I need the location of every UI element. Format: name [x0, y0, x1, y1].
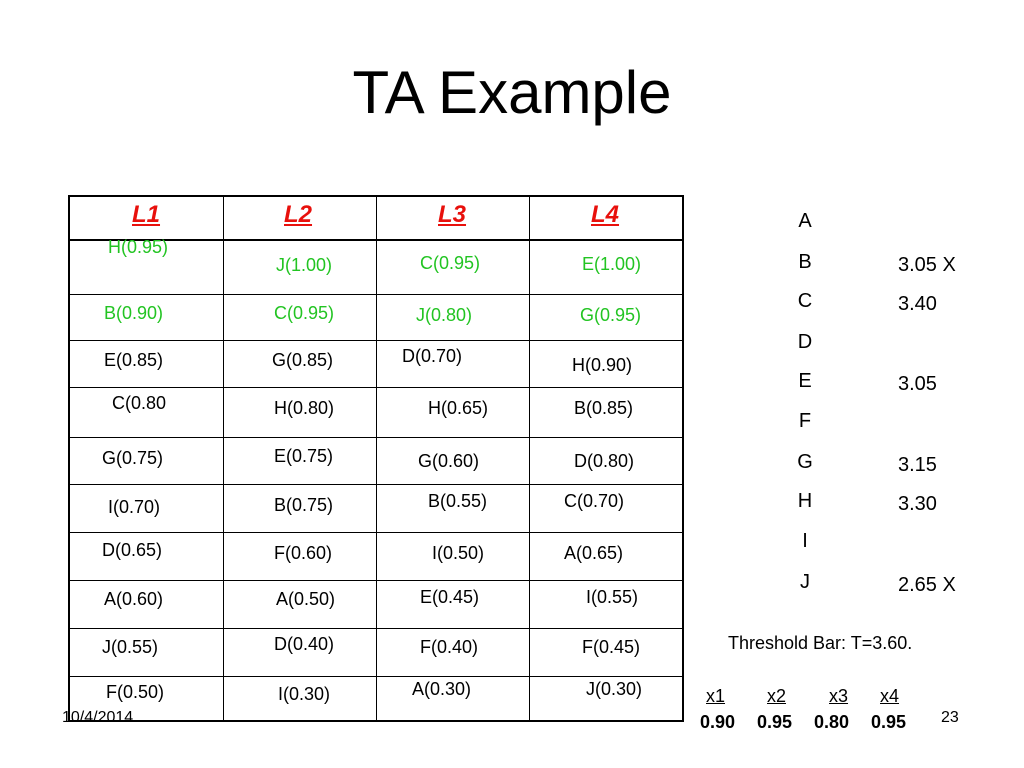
table-cell: A(0.60) [104, 589, 164, 609]
object-letter: H [797, 490, 813, 512]
table-column-divider [529, 197, 530, 720]
table-cell: J(0.80) [416, 305, 473, 325]
table-cell: D(0.40) [274, 634, 335, 654]
table-cell: J(0.55) [102, 637, 159, 657]
table-row-divider [70, 387, 682, 388]
table-cell: F(0.45) [582, 637, 641, 657]
table-cell: J(0.30) [586, 679, 643, 699]
table-cell: D(0.65) [102, 540, 163, 560]
table-cell: H(0.65) [428, 398, 489, 418]
table-cell: B(0.55) [428, 491, 488, 511]
table-cell: C(0.70) [564, 491, 625, 511]
object-letter: B [798, 251, 812, 273]
table-cell: G(0.95) [580, 305, 642, 325]
table-row-divider [70, 239, 682, 241]
table-cell: B(0.75) [274, 495, 334, 515]
table-cell: I(0.30) [278, 684, 331, 704]
table-cell: B(0.90) [104, 303, 164, 323]
table-cell: F(0.40) [420, 637, 479, 657]
table-cell: F(0.60) [274, 543, 333, 563]
table-cell: G(0.60) [418, 451, 480, 471]
column-header-l3: L3 [438, 201, 467, 228]
object-letter: C [797, 290, 813, 312]
object-letter: F [798, 410, 812, 432]
table-cell: A(0.50) [276, 589, 336, 609]
table-cell: D(0.80) [574, 451, 635, 471]
object-score: 3.30 [898, 493, 937, 515]
table-cell: H(0.90) [572, 355, 633, 375]
ta-table: L1 L2 L3 L4 H(0.95) J(1.00) C(0.95) E(1.00) B(0.… [68, 195, 684, 722]
slide-title: TA Example [352, 59, 672, 126]
table-cell: C(0.95) [274, 303, 335, 323]
threshold-component-value: 0.95 [757, 712, 793, 732]
threshold-component-value: 0.95 [871, 712, 907, 732]
threshold-component-value: 0.80 [814, 712, 850, 732]
column-header-l2: L2 [284, 201, 313, 228]
threshold-bar-label: Threshold Bar: T=3.60. [728, 633, 913, 653]
object-letter: A [798, 210, 812, 232]
table-row-divider [70, 628, 682, 629]
threshold-component-label: x4 [880, 686, 900, 706]
table-cell: G(0.75) [102, 448, 164, 468]
table-cell: F(0.50) [106, 682, 165, 702]
table-cell: D(0.70) [402, 346, 463, 366]
table-row-divider [70, 294, 682, 295]
table-column-divider [223, 197, 224, 720]
object-score: 3.15 [898, 454, 937, 476]
table-cell: H(0.80) [274, 398, 335, 418]
object-score: 2.65 X [898, 574, 956, 596]
threshold-component-label: x2 [767, 686, 787, 706]
table-row-divider [70, 532, 682, 533]
object-score: 3.05 X [898, 254, 956, 276]
slide-number: 23 [941, 709, 959, 726]
table-cell: A(0.65) [564, 543, 624, 563]
table-cell: J(1.00) [276, 255, 333, 275]
table-cell: E(0.45) [420, 587, 480, 607]
table-cell: I(0.50) [432, 543, 485, 563]
object-score: 3.05 [898, 373, 937, 395]
table-row-divider [70, 676, 682, 677]
object-score: 3.40 [898, 293, 937, 315]
table-cell: E(0.75) [274, 446, 334, 466]
table-cell: A(0.30) [412, 679, 472, 699]
table-column-divider [376, 197, 377, 720]
object-letter: D [797, 331, 813, 353]
slide-date: 10/4/2014 [62, 709, 134, 726]
table-cell: I(0.55) [586, 587, 639, 607]
table-cell: B(0.85) [574, 398, 634, 418]
threshold-component-value: 0.90 [700, 712, 736, 732]
object-letter: G [797, 451, 813, 473]
table-row-divider [70, 580, 682, 581]
table-cell: E(1.00) [582, 254, 642, 274]
column-header-l1: L1 [132, 201, 161, 228]
object-letter: E [798, 370, 812, 392]
table-row-divider [70, 340, 682, 341]
threshold-component-label: x1 [706, 686, 726, 706]
table-cell: C(0.80 [112, 393, 167, 413]
table-cell: C(0.95) [420, 253, 481, 273]
table-cell: E(0.85) [104, 350, 164, 370]
table-row-divider [70, 437, 682, 438]
table-row-divider [70, 484, 682, 485]
threshold-component-label: x3 [829, 686, 849, 706]
column-header-l4: L4 [591, 201, 620, 228]
object-letter: J [800, 571, 810, 593]
table-cell: G(0.85) [272, 350, 334, 370]
table-cell: H(0.95) [108, 237, 169, 257]
object-letter: I [802, 530, 808, 552]
table-cell: I(0.70) [108, 497, 161, 517]
